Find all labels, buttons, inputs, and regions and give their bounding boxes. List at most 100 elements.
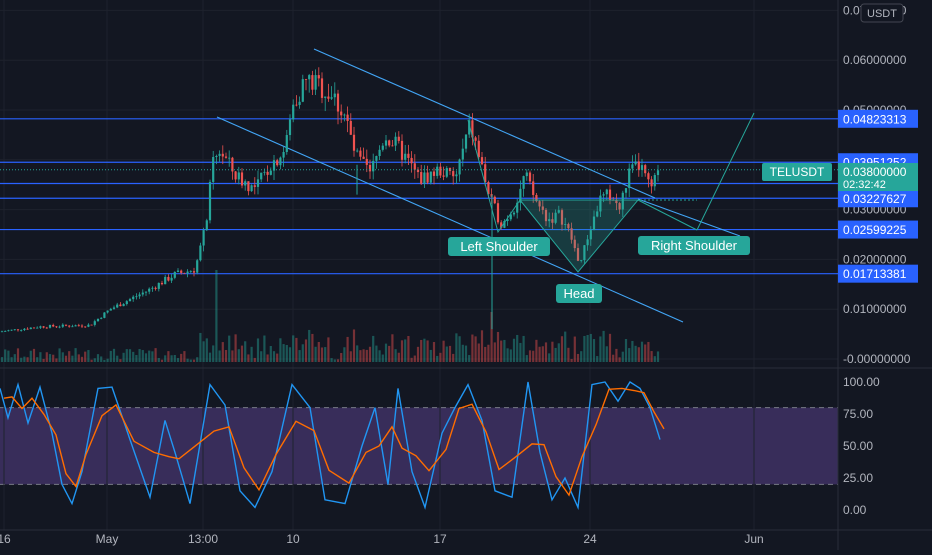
volume-bar [285,345,288,362]
volume-bar [644,344,647,362]
candle-body [493,196,496,204]
volume-bar [116,355,119,362]
candle-body [432,171,436,176]
candle-body [192,271,196,273]
volume-bar [535,339,538,362]
volume-bar [576,353,580,362]
candle-body [538,201,541,207]
candle-body [167,276,170,281]
candle-body [327,96,330,99]
candle-body [122,304,125,307]
level-price-box [838,220,918,239]
candle-body [199,245,202,261]
candle-body [55,326,58,328]
left-shoulder-leg [467,119,521,234]
volume-bar [541,346,544,362]
candle-body [496,203,500,223]
neckline-extension [637,198,741,237]
candle-body [208,181,212,221]
current-price-label: 0.03800000 [843,165,907,179]
level-price-label: 0.03227627 [843,192,907,206]
volume-bar [250,346,253,362]
candle-body [125,301,128,305]
candle-body [154,287,157,289]
candle-body [554,212,557,223]
volume-bar [647,341,650,362]
volume-bar [218,350,221,362]
candle-body [653,175,656,187]
volume-bar [202,341,205,362]
candle-body [109,308,112,311]
candle-body [77,325,80,327]
volume-bar [503,339,506,362]
volume-bar [96,354,100,362]
candle-body [640,165,644,170]
level-price-box [838,264,918,283]
candle-body [298,101,301,105]
time-tick-label: May [96,532,119,546]
symbol-tag: TELUSDT [770,165,825,179]
volume-bar [244,341,247,362]
candle-body [132,296,135,300]
volume-bar [519,342,522,362]
candle-body [423,172,426,184]
volume-bar [301,344,304,362]
volume-bar [615,348,618,362]
candle-body [282,151,285,158]
volume-bar [327,337,330,362]
volume-bar [388,345,391,362]
candle-body [573,239,576,249]
volume-bar [464,345,468,362]
candle-body [160,282,164,285]
candle-body [471,120,474,138]
candle-body [269,170,272,175]
candle-body [272,160,276,171]
volume-bar [186,358,189,362]
volume-bar [458,336,461,362]
volume-bar [122,352,125,362]
candle-body [263,171,266,173]
candle-body [58,326,61,328]
head-triangle [518,199,640,273]
label-head-bg [556,284,602,303]
channel-lower [216,116,684,323]
volume-bar [653,356,656,362]
volume-bar [423,338,426,362]
volume-bar [490,312,493,362]
candle-body [650,179,653,187]
candle-body [295,104,298,106]
candle-body [656,170,660,176]
candle-body [464,134,468,149]
candle-body [320,78,324,98]
volume-bar [375,345,378,362]
volume-bar [480,330,484,362]
candle-body [308,75,311,80]
candle-body [420,172,423,184]
volume-bar [29,350,32,362]
volume-bar [93,358,96,362]
candle-body [301,79,304,102]
candle-body [183,272,186,274]
candle-body [605,189,608,195]
candle-body [100,317,103,319]
candle-body [10,329,13,331]
level-price-box [838,189,918,208]
volume-bar [538,346,541,362]
volume-bar [548,353,551,362]
candle-body [461,148,464,160]
candle-body [221,153,224,157]
volume-bar [109,350,112,362]
candle-body [292,104,295,120]
candle-body [304,79,308,80]
volume-bar [253,357,256,362]
volume-bar [298,350,301,362]
volume-bar [269,345,272,362]
volume-bar [164,355,167,362]
volume-bar [554,347,557,362]
volume-bar [32,348,36,362]
volume-bar [279,338,282,362]
candle-body [388,140,391,146]
volume-bar [560,336,564,362]
